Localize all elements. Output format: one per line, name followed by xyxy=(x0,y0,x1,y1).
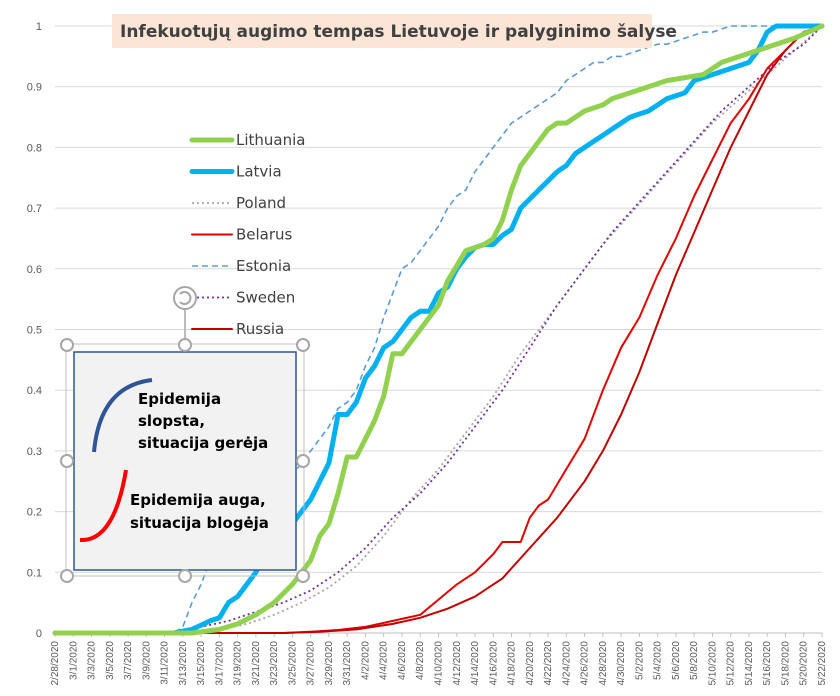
x-tick-label: 5/14/2020 xyxy=(744,641,755,686)
resize-handle-top-right[interactable] xyxy=(296,338,310,352)
y-tick-label: 0.6 xyxy=(27,264,42,276)
x-tick-label: 3/27/2020 xyxy=(306,641,317,686)
x-tick-label: 4/10/2020 xyxy=(434,641,445,686)
x-tick-label: 4/6/2020 xyxy=(397,641,408,680)
growing-text-line-1: Epidemija auga, xyxy=(130,491,266,509)
x-tick-label: 3/19/2020 xyxy=(233,641,244,686)
y-axis-ticks: 0 0.1 0.2 0.3 0.4 0.5 0.6 0.7 0.8 0.9 1 xyxy=(27,21,42,640)
x-tick-label: 3/21/2020 xyxy=(251,641,262,686)
x-tick-label: 3/17/2020 xyxy=(214,641,225,686)
x-tick-label: 4/28/2020 xyxy=(598,641,609,686)
x-tick-label: 4/12/2020 xyxy=(452,641,463,686)
legend-label-belarus: Belarus xyxy=(236,226,293,244)
chart-title-background xyxy=(112,14,652,48)
resize-handle-top-left[interactable] xyxy=(60,338,74,352)
legend-label-latvia: Latvia xyxy=(236,163,282,181)
declining-text-line-3: situacija gerėja xyxy=(138,434,268,452)
legend-label-sweden: Sweden xyxy=(236,289,295,307)
x-tick-label: 4/20/2020 xyxy=(525,641,536,686)
x-tick-label: 4/8/2020 xyxy=(415,641,426,680)
x-tick-label: 4/22/2020 xyxy=(543,641,554,686)
resize-handle-bottom-left[interactable] xyxy=(60,569,74,583)
x-tick-label: 5/4/2020 xyxy=(653,641,664,680)
x-tick-label: 5/6/2020 xyxy=(671,641,682,680)
x-tick-label: 5/22/2020 xyxy=(817,641,828,686)
series-line-sweden xyxy=(55,25,823,634)
growing-curve-icon xyxy=(79,469,128,543)
y-tick-label: 0.3 xyxy=(27,446,42,458)
legend-label-lithuania: Lithuania xyxy=(236,131,305,149)
legend-label-poland: Poland xyxy=(236,194,286,212)
y-tick-label: 0.5 xyxy=(27,325,42,337)
y-tick-label: 0.1 xyxy=(27,567,42,579)
legend: Lithuania Latvia Poland Belarus Estonia Swede… xyxy=(189,131,305,338)
series-line-poland xyxy=(55,25,823,634)
x-tick-label: 3/11/2020 xyxy=(160,641,171,685)
x-tick-label: 5/20/2020 xyxy=(799,641,810,686)
x-tick-label: 5/10/2020 xyxy=(707,641,718,686)
annotation-panel xyxy=(73,351,297,571)
series-line-belarus xyxy=(54,25,823,634)
x-tick-label: 5/18/2020 xyxy=(780,641,791,686)
declining-text-line-2: slopsta, xyxy=(138,412,205,430)
annotation-box[interactable]: Epidemija slopsta, situacija gerėja Epid… xyxy=(60,338,310,583)
y-tick-label: 0.2 xyxy=(27,507,42,519)
x-tick-label: 4/26/2020 xyxy=(580,641,591,686)
x-tick-label: 5/2/2020 xyxy=(634,641,645,680)
series-line-russia xyxy=(54,25,823,634)
resize-handle-bottom-right[interactable] xyxy=(296,569,310,583)
x-tick-label: 3/29/2020 xyxy=(324,641,335,686)
resize-handle-middle-left[interactable] xyxy=(60,454,74,468)
x-tick-label: 4/2/2020 xyxy=(360,641,371,680)
x-tick-label: 3/31/2020 xyxy=(342,641,353,686)
y-tick-label: 0 xyxy=(36,628,42,640)
x-tick-label: 4/4/2020 xyxy=(379,641,390,680)
x-tick-label: 5/8/2020 xyxy=(689,641,700,680)
x-tick-label: 3/7/2020 xyxy=(123,641,134,680)
y-tick-label: 0.9 xyxy=(27,82,42,94)
x-axis-ticks: 2/28/2020 3/1/2020 3/3/2020 3/5/2020 3/7/202… xyxy=(50,633,828,686)
resize-handle-bottom-center[interactable] xyxy=(178,569,192,583)
x-tick-label: 5/16/2020 xyxy=(762,641,773,686)
legend-label-russia: Russia xyxy=(236,320,284,338)
rotate-handle[interactable] xyxy=(173,286,197,344)
resize-handle-middle-right[interactable] xyxy=(296,454,310,468)
x-tick-label: 4/30/2020 xyxy=(616,641,627,686)
resize-handle-top-center[interactable] xyxy=(178,338,192,352)
x-tick-label: 4/14/2020 xyxy=(470,641,481,686)
x-tick-label: 3/5/2020 xyxy=(105,641,116,680)
legend-label-estonia: Estonia xyxy=(236,257,291,275)
x-tick-label: 3/15/2020 xyxy=(196,641,207,686)
x-tick-label: 3/9/2020 xyxy=(141,641,152,680)
x-tick-label: 3/23/2020 xyxy=(269,641,280,686)
declining-curve-icon xyxy=(92,378,153,453)
rotate-icon xyxy=(173,286,197,310)
rotate-arrow-icon xyxy=(179,291,192,305)
x-tick-label: 2/28/2020 xyxy=(50,641,61,686)
x-tick-label: 3/25/2020 xyxy=(287,641,298,686)
chart-title: Infekuotųjų augimo tempas Lietuvoje ir p… xyxy=(120,22,677,42)
x-tick-label: 3/13/2020 xyxy=(178,641,189,686)
x-tick-label: 3/1/2020 xyxy=(68,641,79,680)
x-tick-label: 4/24/2020 xyxy=(561,641,572,686)
y-tick-label: 1 xyxy=(36,21,42,33)
declining-text-line-1: Epidemija xyxy=(138,390,221,408)
growing-text-line-2: situacija blogėja xyxy=(130,514,269,532)
x-tick-label: 4/16/2020 xyxy=(488,641,499,686)
x-tick-label: 4/18/2020 xyxy=(507,641,518,686)
x-tick-label: 5/12/2020 xyxy=(726,641,737,686)
y-tick-label: 0.4 xyxy=(27,385,42,397)
x-tick-label: 3/3/2020 xyxy=(87,641,98,680)
series-line-lithuania xyxy=(52,23,825,636)
y-tick-label: 0.8 xyxy=(27,142,42,154)
y-tick-label: 0.7 xyxy=(27,203,42,215)
